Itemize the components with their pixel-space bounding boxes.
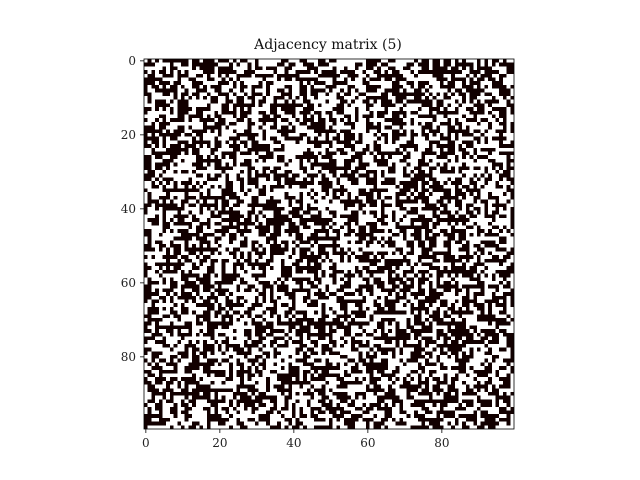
- y-tick-label: 0: [128, 54, 136, 68]
- y-tick-label: 60: [121, 276, 136, 290]
- y-tick-label: 40: [121, 202, 136, 216]
- x-tick-label: 60: [360, 436, 375, 450]
- x-tick-label: 40: [286, 436, 301, 450]
- chart-title: Adjacency matrix (5): [253, 37, 402, 53]
- x-tick-label: 80: [434, 436, 449, 450]
- y-tick-label: 80: [121, 350, 136, 364]
- y-axis-ticks: 0 20 40 60 80: [121, 54, 144, 364]
- x-tick-label: 20: [212, 436, 227, 450]
- x-axis-ticks: 0 20 40 60 80: [142, 429, 449, 450]
- plot-frame: [143, 58, 515, 430]
- x-tick-label: 0: [142, 436, 150, 450]
- matrix-ones: [144, 59, 514, 429]
- y-tick-label: 20: [121, 128, 136, 142]
- matrix-cells: [144, 59, 514, 429]
